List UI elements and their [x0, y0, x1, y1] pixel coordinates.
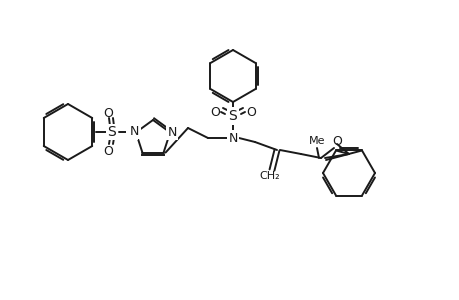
- Text: N: N: [167, 126, 176, 139]
- Text: CH₂: CH₂: [259, 171, 280, 181]
- Text: O: O: [246, 106, 255, 118]
- Text: N: N: [228, 131, 237, 145]
- Text: N: N: [130, 125, 139, 138]
- Text: S: S: [107, 125, 116, 139]
- Text: O: O: [103, 145, 113, 158]
- Text: Me: Me: [308, 136, 325, 146]
- Text: N: N: [127, 125, 136, 139]
- Text: O: O: [210, 106, 219, 118]
- Text: S: S: [228, 109, 237, 123]
- Text: O: O: [103, 106, 113, 119]
- Text: O: O: [331, 134, 341, 148]
